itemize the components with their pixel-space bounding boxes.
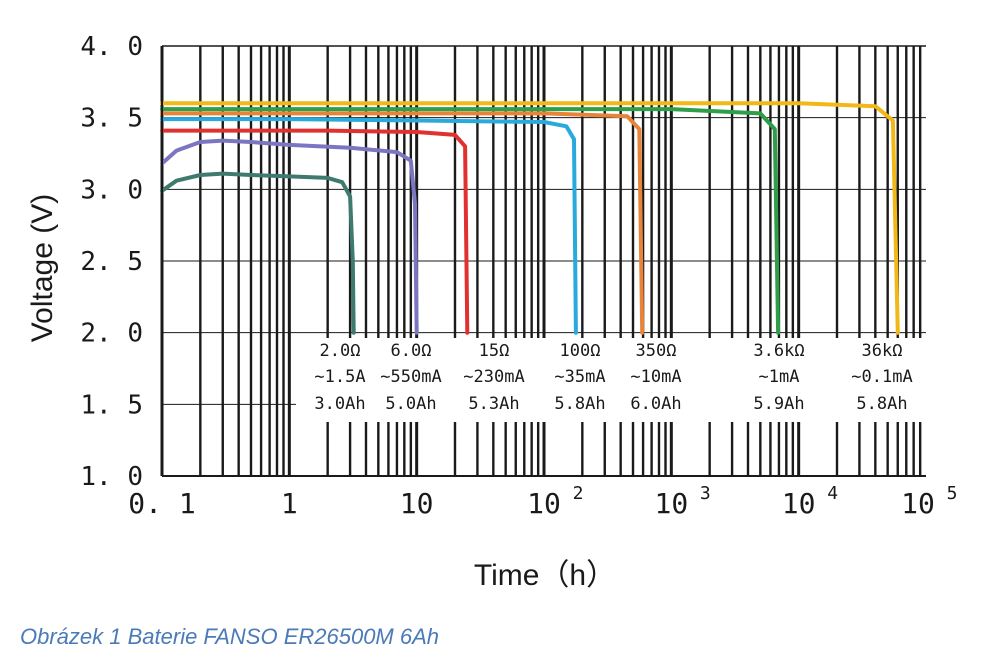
y-tick-label: 2. 0 (80, 319, 143, 349)
x-tick-labels: 0. 1 1 10 10 2 10 3 10 4 10 5 (128, 483, 957, 520)
series-load-label: 100Ω (560, 341, 601, 361)
x-tick-label: 1 (281, 487, 298, 520)
y-tick-label: 4. 0 (80, 32, 143, 62)
y-tick-labels: 1. 0 1. 5 2. 0 2. 5 3. 0 3. 5 4. 0 (80, 32, 143, 492)
x-tick-exponent: 4 (827, 483, 838, 504)
x-tick-label: 10 (782, 487, 816, 520)
series-current-label: ∼1mA (759, 367, 800, 387)
series-line-3 (160, 128, 470, 335)
x-tick-label: 10 (901, 487, 935, 520)
y-tick-label: 3. 0 (80, 175, 143, 205)
series-line-6 (160, 107, 781, 335)
annotation-background (296, 338, 926, 422)
series-current-label: ∼550mA (380, 367, 441, 387)
series-current-label: ∼35mA (554, 367, 605, 387)
x-tick-exponent: 2 (573, 483, 584, 504)
series-lines (160, 101, 900, 335)
series-capacity-label: 6.0Ah (630, 394, 681, 414)
series-line-4 (160, 117, 578, 335)
series-load-label: 15Ω (479, 341, 510, 361)
x-tick-exponent: 3 (700, 483, 711, 504)
discharge-chart: 2.0Ω ∼1.5A 3.0Ah 6.0Ω ∼550mA 5.0Ah 15Ω ∼230mA 5.… (26, 32, 957, 592)
x-tick-label: 10 (654, 487, 688, 520)
series-load-label: 2.0Ω (320, 341, 361, 361)
x-tick-label: 10 (400, 487, 434, 520)
series-load-label: 6.0Ω (391, 341, 432, 361)
series-current-label: ∼10mA (630, 367, 681, 387)
series-capacity-label: 5.3Ah (468, 394, 519, 414)
x-tick-label: 10 (527, 487, 561, 520)
figure-caption: Obrázek 1 Baterie FANSO ER26500M 6Ah (20, 624, 440, 649)
y-tick-label: 1. 5 (80, 390, 143, 420)
y-tick-label: 2. 5 (80, 247, 143, 277)
y-tick-label: 3. 5 (80, 104, 143, 134)
series-line-2 (160, 138, 419, 335)
series-line-1 (160, 171, 356, 335)
series-load-label: 350Ω (636, 341, 677, 361)
series-capacity-label: 3.0Ah (314, 394, 365, 414)
x-tick-exponent: 5 (947, 483, 958, 504)
y-tick-label: 1. 0 (80, 462, 143, 492)
x-tick-label: 0. 1 (128, 487, 195, 520)
series-current-label: ∼0.1mA (851, 367, 912, 387)
series-capacity-label: 5.9Ah (753, 394, 804, 414)
axes (161, 45, 926, 477)
series-load-label: 36kΩ (862, 341, 903, 361)
series-capacity-label: 5.0Ah (385, 394, 436, 414)
series-current-label: ∼230mA (463, 367, 524, 387)
series-capacity-label: 5.8Ah (554, 394, 605, 414)
series-line-5 (160, 111, 645, 335)
series-annotations: 2.0Ω ∼1.5A 3.0Ah 6.0Ω ∼550mA 5.0Ah 15Ω ∼230mA 5.… (314, 341, 912, 414)
series-current-label: ∼1.5A (314, 367, 365, 387)
series-capacity-label: 5.8Ah (856, 394, 907, 414)
series-load-label: 3.6kΩ (753, 341, 804, 361)
y-axis-label: Voltage (V) (26, 194, 59, 342)
series-line-7 (160, 101, 900, 335)
x-axis-label: Time（h） (474, 559, 616, 592)
